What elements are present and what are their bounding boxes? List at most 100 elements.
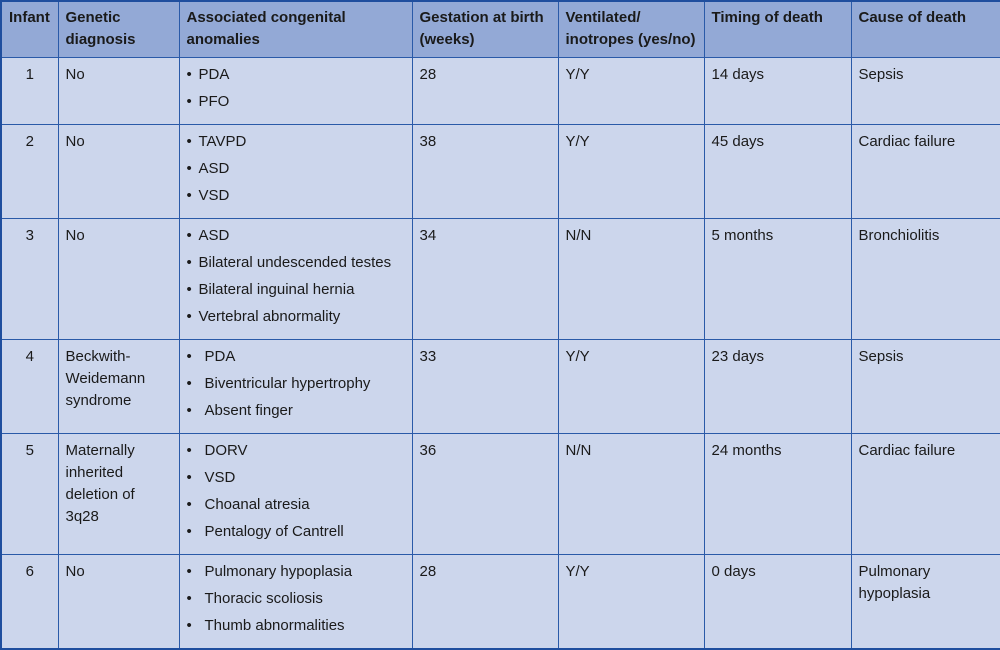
- cell-gestation: 33: [411, 339, 559, 434]
- cell-timing-of-death: 23 days: [703, 339, 852, 434]
- table-row: 4 Beckwith-Weidemann syndrome • PDA • Biventr…: [0, 339, 1000, 434]
- cell-gestation: 28: [411, 554, 559, 650]
- header-gestation: Gestation at birth (weeks): [411, 0, 559, 58]
- bullet-icon: •: [186, 93, 192, 110]
- bullet-icon: •: [186, 442, 192, 459]
- bullet-icon: •: [186, 187, 192, 204]
- cell-ventilated: Y/Y: [557, 554, 705, 650]
- table-row: 6 No • Pulmonary hypoplasia • Thoracic scolio…: [0, 554, 1000, 650]
- anomaly-text: Thoracic scoliosis: [204, 590, 323, 607]
- cell-timing-of-death: 45 days: [703, 124, 852, 219]
- cell-congenital-anomalies: • ASD • Bilateral undescended testes • Bilate…: [178, 218, 413, 340]
- bullet-icon: •: [186, 590, 192, 607]
- cell-congenital-anomalies: • TAVPD • ASD • VSD: [178, 124, 413, 219]
- cell-timing-of-death: 14 days: [703, 57, 852, 125]
- anomaly-item: • DORV: [187, 440, 405, 467]
- anomaly-list: • ASD • Bilateral undescended testes • Bilate…: [187, 225, 405, 333]
- anomaly-item: • ASD: [187, 225, 405, 252]
- header-infant: Infant: [0, 0, 59, 58]
- anomaly-text: ASD: [198, 160, 230, 177]
- cell-cause-of-death: Pulmonary hypoplasia: [850, 554, 1000, 650]
- header-row: Infant Genetic diagnosis Associated cong…: [0, 0, 1000, 58]
- bullet-icon: •: [186, 523, 192, 540]
- bullet-icon: •: [186, 402, 192, 419]
- anomaly-list: • TAVPD • ASD • VSD: [187, 131, 405, 212]
- cell-genetic-diagnosis: Maternally inherited deletion of 3q28: [57, 433, 180, 555]
- cell-infant: 6: [0, 554, 59, 650]
- bullet-icon: •: [186, 617, 192, 634]
- anomaly-text: Choanal atresia: [204, 496, 310, 513]
- anomaly-item: • Vertebral abnormality: [187, 306, 405, 333]
- cell-infant: 3: [0, 218, 59, 340]
- anomaly-text: Bilateral undescended testes: [198, 254, 392, 271]
- cell-cause-of-death: Sepsis: [850, 339, 1000, 434]
- cell-congenital-anomalies: • PDA • PFO: [178, 57, 413, 125]
- anomaly-item: • Pentalogy of Cantrell: [187, 521, 405, 548]
- anomaly-text: Bilateral inguinal hernia: [198, 281, 355, 298]
- cell-genetic-diagnosis: No: [57, 218, 180, 340]
- anomaly-text: Thumb abnormalities: [204, 617, 345, 634]
- cell-genetic-diagnosis: Beckwith-Weidemann syndrome: [57, 339, 180, 434]
- cell-gestation: 28: [411, 57, 559, 125]
- anomaly-text: ASD: [198, 227, 230, 244]
- cell-cause-of-death: Cardiac failure: [850, 433, 1000, 555]
- cell-congenital-anomalies: • Pulmonary hypoplasia • Thoracic scoliosis…: [178, 554, 413, 650]
- table-row: 1 No • PDA • PFO 28 Y/Y 14 days Sepsis: [0, 57, 1000, 125]
- cell-ventilated: Y/Y: [557, 124, 705, 219]
- anomaly-list: • PDA • Biventricular hypertrophy • Absent fi…: [187, 346, 405, 427]
- bullet-icon: •: [186, 469, 192, 486]
- cell-ventilated: Y/Y: [557, 57, 705, 125]
- cell-timing-of-death: 0 days: [703, 554, 852, 650]
- anomaly-item: • VSD: [187, 467, 405, 494]
- bullet-icon: •: [186, 160, 192, 177]
- bullet-icon: •: [186, 281, 192, 298]
- cell-timing-of-death: 5 months: [703, 218, 852, 340]
- cell-infant: 4: [0, 339, 59, 434]
- anomaly-item: • PDA: [187, 346, 405, 373]
- anomaly-item: • VSD: [187, 185, 405, 212]
- anomaly-list: • DORV • VSD • Choanal atresia • Pentalogy of C…: [187, 440, 405, 548]
- anomaly-item: • Absent finger: [187, 400, 405, 427]
- table-row: 3 No • ASD • Bilateral undescended testes • Bil…: [0, 218, 1000, 340]
- header-congenital-anomalies: Associated congenital anomalies: [178, 0, 413, 58]
- cell-congenital-anomalies: • PDA • Biventricular hypertrophy • Absent fi…: [178, 339, 413, 434]
- cell-genetic-diagnosis: No: [57, 124, 180, 219]
- cell-timing-of-death: 24 months: [703, 433, 852, 555]
- anomaly-text: Pulmonary hypoplasia: [204, 563, 353, 580]
- cell-ventilated: Y/Y: [557, 339, 705, 434]
- anomaly-item: • Pulmonary hypoplasia: [187, 561, 405, 588]
- anomaly-item: • TAVPD: [187, 131, 405, 158]
- anomaly-item: • Bilateral undescended testes: [187, 252, 405, 279]
- cell-congenital-anomalies: • DORV • VSD • Choanal atresia • Pentalogy of C…: [178, 433, 413, 555]
- cell-gestation: 36: [411, 433, 559, 555]
- header-genetic-diagnosis: Genetic diagnosis: [57, 0, 180, 58]
- bullet-icon: •: [186, 66, 192, 83]
- cell-infant: 1: [0, 57, 59, 125]
- cell-gestation: 34: [411, 218, 559, 340]
- anomaly-item: • Thoracic scoliosis: [187, 588, 405, 615]
- cell-cause-of-death: Cardiac failure: [850, 124, 1000, 219]
- anomaly-text: PDA: [198, 66, 230, 83]
- cell-cause-of-death: Bronchiolitis: [850, 218, 1000, 340]
- anomaly-item: • Biventricular hypertrophy: [187, 373, 405, 400]
- table-row: 2 No • TAVPD • ASD • VSD 38 Y/Y 45 days Cardiac fai…: [0, 124, 1000, 219]
- anomaly-text: DORV: [204, 442, 248, 459]
- anomaly-text: VSD: [204, 469, 236, 486]
- anomaly-text: PDA: [204, 348, 236, 365]
- bullet-icon: •: [186, 308, 192, 325]
- bullet-icon: •: [186, 348, 192, 365]
- anomaly-text: Vertebral abnormality: [198, 308, 341, 325]
- cell-genetic-diagnosis: No: [57, 57, 180, 125]
- cell-genetic-diagnosis: No: [57, 554, 180, 650]
- cell-infant: 5: [0, 433, 59, 555]
- anomaly-item: • Thumb abnormalities: [187, 615, 405, 642]
- header-ventilated: Ventilated/ inotropes (yes/no): [557, 0, 705, 58]
- anomaly-text: Absent finger: [204, 402, 293, 419]
- anomaly-item: • PFO: [187, 91, 405, 118]
- anomaly-list: • PDA • PFO: [187, 64, 405, 118]
- bullet-icon: •: [186, 496, 192, 513]
- cell-gestation: 38: [411, 124, 559, 219]
- anomaly-text: Pentalogy of Cantrell: [204, 523, 344, 540]
- anomaly-item: • Bilateral inguinal hernia: [187, 279, 405, 306]
